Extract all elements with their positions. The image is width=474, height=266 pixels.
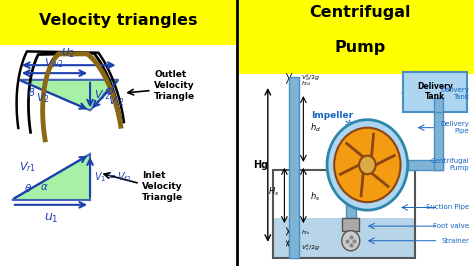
Text: $V_{r2}$: $V_{r2}$: [108, 94, 125, 108]
Text: $V_1=V_{f1}$: $V_1=V_{f1}$: [94, 170, 132, 184]
Text: $\Phi$: $\Phi$: [104, 85, 114, 97]
Text: $h_{fs}$: $h_{fs}$: [301, 228, 310, 237]
Bar: [273, 170, 415, 258]
Circle shape: [334, 128, 401, 202]
Circle shape: [359, 156, 375, 174]
Polygon shape: [19, 80, 118, 110]
Text: $V_d^2/2g$: $V_d^2/2g$: [301, 72, 320, 82]
Text: $h_d$: $h_d$: [310, 122, 321, 134]
Bar: [237, 74, 474, 266]
Text: Inlet
Velocity
Triangle: Inlet Velocity Triangle: [142, 171, 183, 202]
Text: Impeller: Impeller: [311, 111, 353, 120]
Text: $\theta$: $\theta$: [24, 182, 32, 194]
Bar: [0, 45, 237, 266]
Text: $V_2$: $V_2$: [36, 92, 50, 105]
Text: Delivery
Pipe: Delivery Pipe: [440, 121, 469, 134]
Bar: [408, 160, 443, 170]
Text: Delivery
Tank: Delivery Tank: [440, 87, 469, 99]
Bar: [434, 90, 443, 170]
Text: $V_{r1}$: $V_{r1}$: [18, 161, 36, 174]
Bar: [339, 160, 346, 170]
Text: Velocity triangles: Velocity triangles: [39, 13, 198, 28]
Bar: [434, 98, 443, 112]
Bar: [273, 218, 415, 258]
Text: $\alpha$: $\alpha$: [40, 181, 49, 192]
Circle shape: [327, 120, 408, 210]
Bar: [289, 77, 299, 258]
Text: Centrifugal
Pump: Centrifugal Pump: [430, 159, 469, 171]
Text: Strainer: Strainer: [441, 238, 469, 244]
Text: $\beta$: $\beta$: [27, 86, 36, 101]
Text: $H_s$: $H_s$: [268, 185, 280, 198]
Text: $u_2$: $u_2$: [62, 47, 76, 60]
Text: $h_s$: $h_s$: [310, 191, 321, 203]
Polygon shape: [12, 154, 90, 200]
Bar: [237, 0, 474, 74]
Text: Foot valve: Foot valve: [433, 223, 469, 229]
Text: $V_s^2/2g$: $V_s^2/2g$: [301, 242, 320, 253]
Text: $V_{f2}$: $V_{f2}$: [94, 88, 110, 102]
Text: Outlet
Velocity
Triangle: Outlet Velocity Triangle: [154, 69, 195, 101]
Text: $u_1$: $u_1$: [44, 211, 58, 225]
Text: Hg: Hg: [253, 160, 268, 170]
Bar: [403, 72, 467, 112]
Text: $h_{fd}$: $h_{fd}$: [301, 79, 311, 88]
Text: Suction Pipe: Suction Pipe: [426, 205, 469, 210]
Text: Delivery
Tank: Delivery Tank: [417, 82, 453, 101]
Bar: [342, 218, 359, 231]
Bar: [0, 0, 237, 45]
Bar: [346, 165, 356, 218]
Text: Pump: Pump: [335, 40, 386, 55]
Text: $V_{w2}$: $V_{w2}$: [45, 56, 64, 70]
Circle shape: [342, 231, 360, 251]
Text: Centrifugal: Centrifugal: [310, 5, 411, 20]
